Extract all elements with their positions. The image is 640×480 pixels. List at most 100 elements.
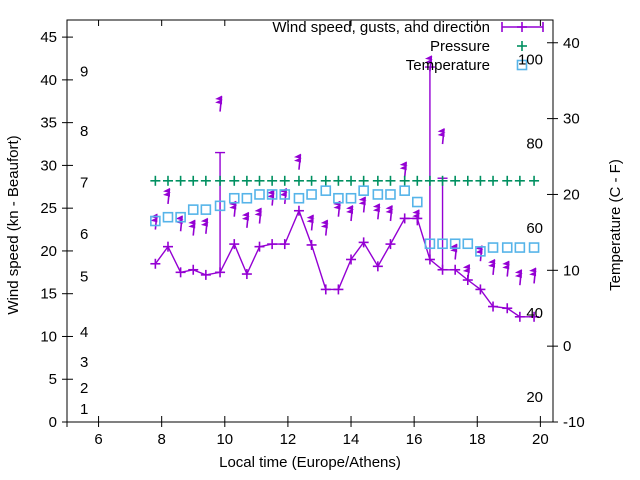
x-tick-label: 20: [532, 431, 549, 448]
y-tick-label: 10: [40, 328, 57, 345]
fahrenheit-label: 80: [526, 136, 543, 153]
x-tick-label: 6: [94, 431, 102, 448]
temperature-point: [320, 185, 332, 196]
temperature-point: [279, 189, 291, 200]
label-layer: Local time (Europe/Athens) Wind speed (kn…: [5, 51, 624, 471]
x-tick-label: 10: [216, 431, 233, 448]
plot-border: [66, 19, 554, 423]
temperature-point: [175, 211, 186, 223]
temperature-point: [424, 238, 436, 250]
temperature-point: [345, 192, 357, 204]
x-tick-label: 14: [343, 431, 360, 448]
temperature-point: [475, 246, 486, 257]
wind-direction-barb-flag: [424, 55, 433, 65]
x-tick-label: 18: [469, 431, 486, 448]
wind-speed-markers: [150, 205, 540, 322]
wind-direction-barb-flag: [293, 153, 302, 163]
y-tick-label: 25: [40, 200, 57, 217]
wind-direction-barb-flag: [241, 211, 250, 221]
y2-tick-label: 40: [563, 35, 580, 52]
temperature-point: [187, 204, 199, 215]
wind-direction-barb-flag: [488, 258, 497, 268]
wind-direction-barb-flag: [215, 95, 224, 105]
y-tick-label: 30: [40, 157, 57, 174]
gust-bars: [215, 66, 448, 273]
y-tick-label: 15: [40, 286, 57, 303]
wind-direction-barb-flag: [306, 214, 315, 224]
y2-tick-label: 20: [563, 186, 580, 203]
temperature-point: [449, 238, 461, 250]
legend-label-1: Pressure: [430, 38, 490, 55]
wind-direction-barb-flag: [529, 267, 538, 277]
temperature-point: [241, 192, 253, 204]
x-tick-label: 12: [280, 431, 297, 448]
wind-direction-barb-flag: [188, 219, 197, 229]
beaufort-label: 2: [80, 380, 88, 397]
wind-direction-barb-flag: [267, 189, 276, 199]
wind-direction-barb-flag: [437, 127, 446, 137]
x-axis-title: Local time (Europe/Athens): [219, 454, 401, 471]
temperature-point: [399, 185, 410, 196]
x-tick-label: 16: [406, 431, 423, 448]
temperature-point: [306, 189, 317, 200]
y-tick-label: 0: [49, 414, 57, 431]
temperature-point: [487, 242, 499, 253]
beaufort-label: 9: [80, 63, 88, 80]
temperature-point: [528, 242, 540, 253]
wind-direction-barb-flag: [475, 245, 484, 255]
temperature-markers: [150, 185, 540, 257]
beaufort-label: 3: [80, 354, 88, 371]
temperature-point: [385, 189, 396, 200]
y2-tick-label: 10: [563, 262, 580, 279]
wind-direction-barbs: [150, 55, 538, 286]
temperature-point: [411, 196, 423, 208]
beaufort-label: 6: [80, 226, 88, 243]
y-axis-title: Wind speed (kn - Beaufort): [5, 135, 22, 314]
temperature-point: [372, 189, 384, 200]
wind-direction-barb-flag: [358, 196, 367, 206]
y-tick-label: 20: [40, 243, 57, 260]
temperature-point: [228, 192, 240, 204]
y-tick-label: 35: [40, 115, 57, 132]
temperature-point: [514, 242, 526, 253]
y2-tick-label: 30: [563, 111, 580, 128]
temperature-point: [162, 211, 174, 223]
wind-direction-barb-flag: [502, 260, 511, 270]
legend-marker-temperature: [516, 59, 528, 71]
x-tick-label: 8: [158, 431, 166, 448]
temperature-point: [462, 238, 474, 250]
temperature-point: [333, 192, 344, 204]
temperature-point: [501, 242, 513, 253]
y2-tick-label: -10: [563, 414, 585, 431]
legend-label-0: Wind speed, gusts, and direction: [272, 19, 490, 36]
y-tick-label: 45: [40, 29, 57, 46]
wind-direction-barb-flag: [150, 213, 159, 223]
wind-direction-barb-flag: [399, 161, 408, 171]
data-layer: [150, 55, 540, 322]
y2-tick-label: 0: [563, 338, 571, 355]
legend-layer: Wind speed, gusts, and direction Pressure…: [272, 19, 544, 74]
beaufort-label: 1: [80, 401, 88, 418]
temperature-point: [437, 238, 448, 250]
wind-direction-barb-flag: [385, 204, 394, 214]
wind-direction-barb-flag: [254, 207, 263, 217]
wind-direction-barb-flag: [450, 243, 459, 253]
fahrenheit-label: 20: [526, 389, 543, 406]
y2-axis-title: Temperature (C - F): [607, 159, 624, 291]
temperature-point: [266, 189, 278, 200]
temperature-point: [293, 192, 305, 204]
fahrenheit-label: 100: [518, 51, 543, 68]
temperature-point: [150, 215, 161, 227]
beaufort-label: 4: [80, 324, 88, 341]
wind-speed-line: [154, 208, 535, 318]
fahrenheit-label: 40: [526, 305, 543, 322]
temperature-point: [214, 200, 226, 212]
fahrenheit-label: 60: [526, 220, 543, 237]
temperature-point: [254, 189, 265, 200]
beaufort-label: 8: [80, 123, 88, 140]
temperature-point: [200, 204, 212, 215]
y-tick-label: 40: [40, 72, 57, 89]
